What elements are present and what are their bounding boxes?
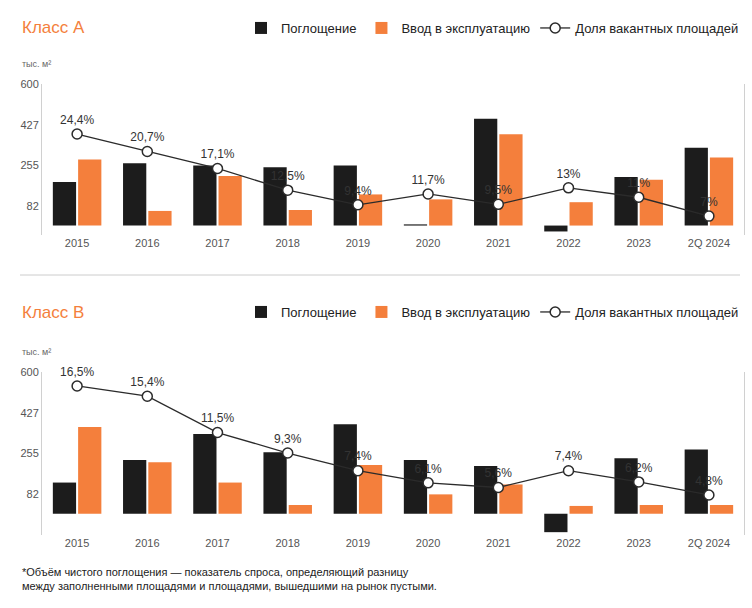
svg-text:Поглощение: Поглощение xyxy=(281,21,356,36)
svg-text:Поглощение: Поглощение xyxy=(281,305,356,320)
svg-text:15,4%: 15,4% xyxy=(130,375,164,389)
svg-text:6,1%: 6,1% xyxy=(414,462,442,476)
svg-text:2017: 2017 xyxy=(205,537,229,549)
svg-text:13%: 13% xyxy=(556,167,580,181)
svg-text:2019: 2019 xyxy=(346,537,370,549)
svg-text:24,4%: 24,4% xyxy=(60,113,94,127)
svg-text:Доля вакантных площадей: Доля вакантных площадей xyxy=(575,305,738,320)
svg-text:2015: 2015 xyxy=(65,237,89,249)
svg-text:5,6%: 5,6% xyxy=(485,466,513,480)
svg-text:2019: 2019 xyxy=(346,237,370,249)
svg-text:12,5%: 12,5% xyxy=(271,169,305,183)
svg-text:Ввод в эксплуатацию: Ввод в эксплуатацию xyxy=(401,21,530,36)
svg-text:тыс. м²: тыс. м² xyxy=(22,59,51,69)
svg-text:2022: 2022 xyxy=(556,537,580,549)
svg-text:600: 600 xyxy=(20,78,38,90)
svg-text:2020: 2020 xyxy=(416,537,440,549)
svg-text:2021: 2021 xyxy=(486,537,510,549)
svg-text:2018: 2018 xyxy=(275,537,299,549)
svg-text:7,4%: 7,4% xyxy=(344,449,372,463)
svg-text:600: 600 xyxy=(20,366,38,378)
svg-text:тыс. м²: тыс. м² xyxy=(22,347,51,357)
svg-text:427: 427 xyxy=(20,119,38,131)
svg-text:7,4%: 7,4% xyxy=(555,449,583,463)
svg-text:11,5%: 11,5% xyxy=(201,411,234,425)
svg-text:*Объём чистого поглощения — по: *Объём чистого поглощения — показатель с… xyxy=(22,566,437,592)
svg-text:2022: 2022 xyxy=(556,237,580,249)
svg-text:16,5%: 16,5% xyxy=(60,365,94,379)
svg-text:Доля вакантных площадей: Доля вакантных площадей xyxy=(575,21,738,36)
svg-text:82: 82 xyxy=(27,488,39,500)
svg-text:9,4%: 9,4% xyxy=(344,184,372,198)
svg-text:6,2%: 6,2% xyxy=(625,461,653,475)
svg-text:9,3%: 9,3% xyxy=(274,432,302,446)
svg-text:2Q 2024: 2Q 2024 xyxy=(688,537,730,549)
svg-text:7%: 7% xyxy=(700,195,718,209)
svg-text:Ввод в эксплуатацию: Ввод в эксплуатацию xyxy=(401,305,530,320)
svg-text:255: 255 xyxy=(20,447,38,459)
svg-text:255: 255 xyxy=(20,159,38,171)
svg-text:2023: 2023 xyxy=(626,237,650,249)
svg-text:427: 427 xyxy=(20,407,38,419)
svg-text:Класс А: Класс А xyxy=(22,18,85,37)
svg-text:2016: 2016 xyxy=(135,537,159,549)
svg-text:Класс В: Класс В xyxy=(22,303,84,322)
svg-text:2016: 2016 xyxy=(135,237,159,249)
svg-text:2017: 2017 xyxy=(205,237,229,249)
svg-text:2020: 2020 xyxy=(416,237,440,249)
svg-text:2021: 2021 xyxy=(486,237,510,249)
svg-text:2018: 2018 xyxy=(275,237,299,249)
svg-text:11%: 11% xyxy=(627,176,650,190)
svg-text:82: 82 xyxy=(27,200,39,212)
svg-text:2015: 2015 xyxy=(65,537,89,549)
svg-text:2Q 2024: 2Q 2024 xyxy=(688,237,730,249)
svg-text:20,7%: 20,7% xyxy=(130,130,164,144)
svg-text:11,7%: 11,7% xyxy=(412,173,445,187)
svg-text:17,1%: 17,1% xyxy=(200,147,234,161)
svg-text:2023: 2023 xyxy=(626,537,650,549)
svg-text:4,8%: 4,8% xyxy=(695,474,723,488)
svg-text:9,5%: 9,5% xyxy=(485,183,513,197)
